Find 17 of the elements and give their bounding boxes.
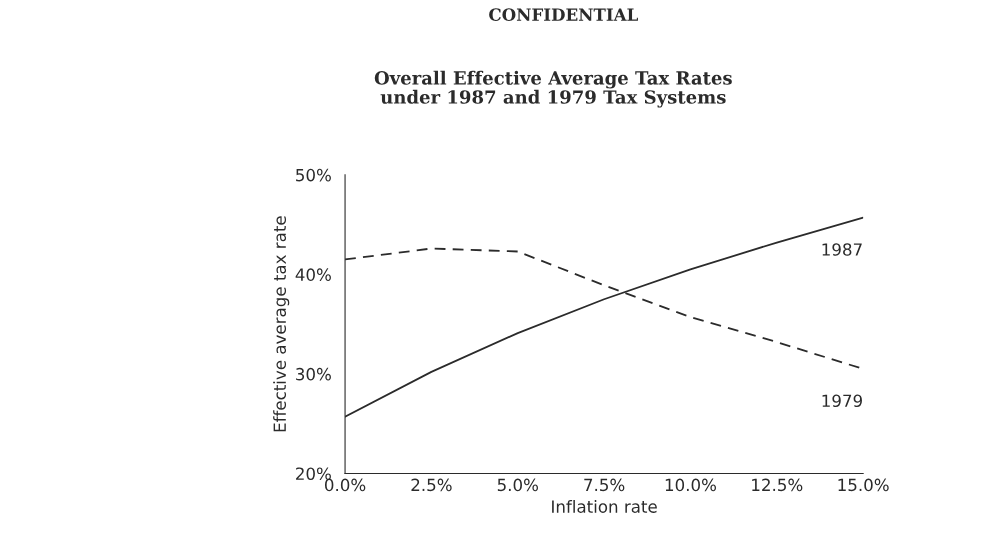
x-tick-label: 7.5% xyxy=(584,478,625,492)
x-axis-title: Inflation rate xyxy=(552,499,657,513)
series-label: 1979 xyxy=(822,394,862,408)
x-tick-label: 2.5% xyxy=(411,478,452,492)
y-tick-label: 20% xyxy=(296,467,331,481)
y-tick-label: 40% xyxy=(295,268,331,281)
text: CONFIDENTIAL xyxy=(489,8,638,21)
y-axis-title: Effective average tax rate xyxy=(273,216,290,432)
y-tick-label: 30% xyxy=(296,367,331,381)
y-tick-label: 50% xyxy=(296,168,331,182)
x-tick-label: 12.5% xyxy=(752,478,803,492)
series-label: 1987 xyxy=(822,243,862,256)
x-tick-label: 5.0% xyxy=(497,478,539,492)
x-tick-label: 15.0% xyxy=(838,478,889,492)
chart-title: Overall Effective Average Tax Rates under 1987 and 1979 Tax Systems xyxy=(374,70,732,108)
x-tick-label: 10.0% xyxy=(665,478,716,492)
x-tick-label: 0.0% xyxy=(324,478,366,492)
